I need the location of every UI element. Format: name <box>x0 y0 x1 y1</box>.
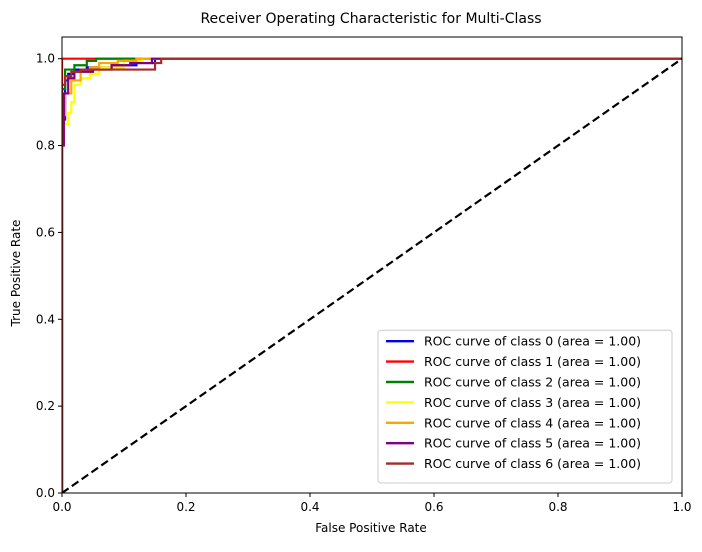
roc-curve-series-5 <box>62 57 682 493</box>
y-tick-label: 1.0 <box>36 52 55 66</box>
y-tick-label: 0.8 <box>36 139 55 153</box>
x-tick-label: 0.0 <box>52 500 71 514</box>
y-tick-label: 0.2 <box>36 399 55 413</box>
x-tick-label: 0.4 <box>300 500 319 514</box>
x-tick-label: 0.2 <box>176 500 195 514</box>
diagonal-reference-line <box>62 57 682 493</box>
roc-curve-series-2 <box>62 57 682 493</box>
legend-label: ROC curve of class 3 (area = 1.00) <box>424 395 641 410</box>
legend: ROC curve of class 0 (area = 1.00) ROC cu… <box>377 329 673 484</box>
y-axis-title: True Positive Rate <box>9 220 23 328</box>
x-tick-label: 1.0 <box>672 500 691 514</box>
chart-title: Receiver Operating Characteristic for Mu… <box>200 11 541 27</box>
x-tick-label: 0.8 <box>548 500 567 514</box>
legend-label: ROC curve of class 0 (area = 1.00) <box>424 334 641 349</box>
legend-label: ROC curve of class 2 (area = 1.00) <box>424 375 641 390</box>
y-tick-label: 0.6 <box>36 225 55 239</box>
legend-label: ROC curve of class 1 (area = 1.00) <box>424 354 641 369</box>
x-tick-label: 0.6 <box>424 500 443 514</box>
series-lines <box>62 57 682 493</box>
y-tick-label: 0.4 <box>36 312 55 326</box>
plot-area: 0.0 0.2 0.4 0.6 0.8 1.0 0.0 0.2 0.4 0.6 0.8 1.0 ROC … <box>36 36 692 514</box>
legend-label: ROC curve of class 5 (area = 1.00) <box>424 436 641 451</box>
legend-label: ROC curve of class 4 (area = 1.00) <box>424 415 641 430</box>
x-axis-title: False Positive Rate <box>315 521 427 535</box>
axes-frame <box>61 36 683 494</box>
legend-box <box>377 329 673 484</box>
roc-curve-series-6 <box>62 57 682 493</box>
legend-label: ROC curve of class 6 (area = 1.00) <box>424 456 641 471</box>
y-tick-label: 0.0 <box>36 486 55 500</box>
